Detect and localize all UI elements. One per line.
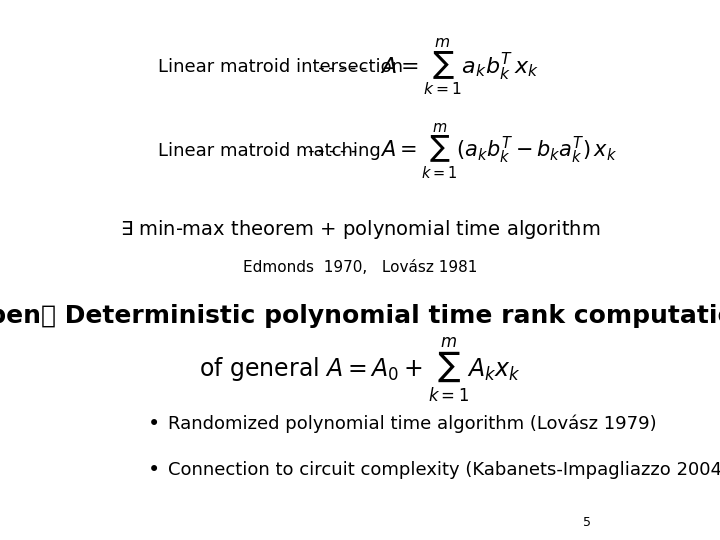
Text: Randomized polynomial time algorithm (Lovász 1979): Randomized polynomial time algorithm (Lo… xyxy=(168,415,657,433)
Text: -----: ----- xyxy=(306,142,360,160)
Text: Connection to circuit complexity (Kabanets-Impagliazzo 2004): Connection to circuit complexity (Kabane… xyxy=(168,461,720,479)
Text: 5: 5 xyxy=(583,516,591,529)
Text: Open： Deterministic polynomial time rank computation: Open： Deterministic polynomial time rank… xyxy=(0,304,720,328)
Text: Edmonds  1970,   Lovász 1981: Edmonds 1970, Lovász 1981 xyxy=(243,260,477,275)
Text: $A = \sum_{k=1}^{m} a_k b_k^T\, x_k$: $A = \sum_{k=1}^{m} a_k b_k^T\, x_k$ xyxy=(379,37,539,98)
Text: •: • xyxy=(148,460,161,480)
Text: $A = \sum_{k=1}^{m} (a_k b_k^T - b_k a_k^T)\, x_k$: $A = \sum_{k=1}^{m} (a_k b_k^T - b_k a_k… xyxy=(379,122,617,181)
Text: -----: ----- xyxy=(315,58,370,77)
Text: •: • xyxy=(148,414,161,434)
Text: $\exists$ min-max theorem + polynomial time algorithm: $\exists$ min-max theorem + polynomial t… xyxy=(120,218,600,241)
Text: Linear matroid intersection: Linear matroid intersection xyxy=(158,58,403,77)
Text: Linear matroid matching: Linear matroid matching xyxy=(158,142,381,160)
Text: of general $A = A_0 + \sum_{k=1}^{m} A_k x_k$: of general $A = A_0 + \sum_{k=1}^{m} A_k… xyxy=(199,336,521,404)
